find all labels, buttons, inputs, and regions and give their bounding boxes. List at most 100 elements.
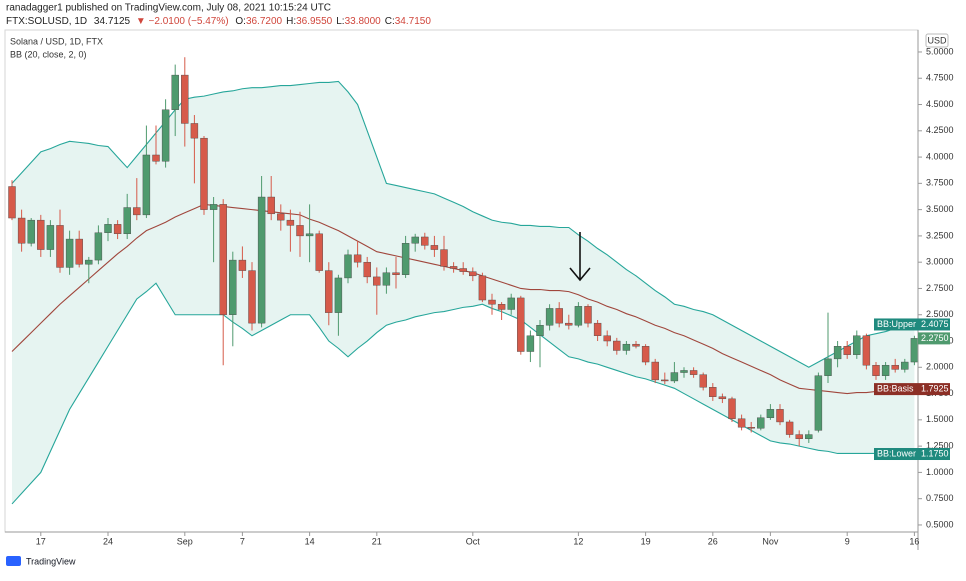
x-tick-label: 9 [845, 536, 850, 546]
footer-logo[interactable]: TradingView [6, 556, 76, 566]
y-tick-label: 4.2500 [926, 125, 954, 135]
annotation-arrow [569, 232, 591, 282]
ohlc: O:36.7200 H:36.9550 L:33.8000 C:34.7150 [235, 16, 431, 27]
candle-body [613, 340, 621, 351]
candle-body [161, 109, 170, 162]
candle-body [248, 270, 256, 324]
y-tick-label: 4.0000 [926, 151, 954, 161]
price-change: ▼ −2.0100 (−5.47%) [136, 16, 229, 27]
candle-body [17, 217, 26, 244]
candle-body [325, 270, 333, 313]
tag-name: BB:Upper [877, 319, 916, 329]
candle-body [641, 346, 650, 363]
candle-body [651, 361, 659, 381]
y-tick-label: 1.5000 [926, 414, 954, 424]
x-tick-label: 17 [36, 536, 46, 546]
candle-body [37, 219, 45, 250]
y-tick-label: 4.5000 [926, 99, 954, 109]
series-tag [918, 383, 950, 396]
x-tick-label: 26 [708, 536, 718, 546]
candle-body [382, 272, 391, 286]
y-tick-label: 0.7500 [926, 493, 954, 503]
candle-body [632, 343, 640, 347]
y-tick-label: 3.0000 [926, 257, 954, 267]
candle-body [757, 417, 765, 429]
candle-body [392, 272, 400, 275]
y-tick-label: 5.0000 [926, 46, 954, 56]
candle-body [526, 335, 535, 352]
x-tick-label: 12 [573, 536, 583, 546]
candle-body [469, 271, 477, 277]
x-tick-label: 7 [240, 536, 245, 546]
series-tag [918, 448, 950, 461]
candle-body [478, 275, 487, 301]
y-tick-label: 3.7500 [926, 178, 954, 188]
x-tick-label: 21 [372, 536, 382, 546]
ohlc-value: 34.7150 [395, 16, 432, 27]
candle-body [584, 306, 592, 324]
candle-body [853, 335, 861, 355]
candle-body [574, 306, 583, 326]
candle-body [555, 308, 563, 324]
candle-body [824, 358, 832, 376]
ohlc-value: 33.8000 [345, 16, 382, 27]
candle-body [622, 343, 631, 351]
candle-body [593, 322, 602, 336]
arrow-head [569, 267, 591, 282]
tag-name: BB:Lower [877, 448, 916, 458]
candle-body [344, 254, 352, 279]
series-tag [918, 318, 950, 331]
footer-brand[interactable]: TradingView [26, 556, 76, 566]
last-price: 34.7125 [94, 16, 131, 27]
logo-mark [6, 556, 21, 566]
currency: USD [927, 35, 947, 45]
candle-body [8, 186, 16, 219]
tag-name-box [874, 448, 918, 461]
candle-body [891, 364, 899, 370]
candle-body [229, 259, 237, 315]
y-tick-label: 2.0000 [926, 362, 954, 372]
candle-body [94, 232, 103, 261]
publisher-line: ranadagger1 published on TradingView.com… [6, 3, 331, 14]
candle-body [901, 361, 909, 370]
candle-body [497, 304, 506, 310]
y-tick-label: 3.5000 [926, 204, 954, 214]
candle-body [536, 325, 544, 336]
candle-body [75, 238, 83, 265]
chart-title: Solana / USD, 1D, FTX [10, 36, 103, 46]
candle-body [363, 261, 371, 278]
candle-body [881, 364, 890, 376]
ohlc-key: L: [336, 16, 344, 27]
candle-body [814, 375, 823, 431]
y-tick-label: 4.7500 [926, 73, 954, 83]
symbol-line: FTX:SOLUSD, 1D 34.7125 ▼ −2.0100 (−5.47%… [6, 16, 431, 27]
candle-body [747, 427, 755, 429]
candle-body [872, 364, 880, 376]
candle-body [315, 233, 323, 271]
candle-body [507, 297, 515, 310]
candle-body [661, 379, 669, 382]
candle-body [85, 259, 93, 265]
x-tick-label: 19 [641, 536, 651, 546]
candle-body [421, 236, 429, 246]
candle-body [267, 196, 275, 215]
candle-body [565, 322, 573, 326]
candle-body [142, 154, 151, 216]
y-tick-label: 1.2500 [926, 441, 954, 451]
candle-body [219, 204, 227, 315]
candle-body [334, 277, 343, 313]
series-tag-label: 2.4075 [921, 319, 949, 329]
candle-body [133, 207, 141, 216]
close-tag-label: 2.2750 [921, 333, 949, 343]
candle-body [353, 254, 362, 263]
series-tag-label: 1.7925 [921, 383, 949, 393]
candle-body [200, 137, 208, 210]
x-tick-label: Nov [762, 536, 779, 546]
tag-name-box [874, 318, 918, 331]
candle-body [181, 74, 189, 124]
candle-body [862, 335, 871, 366]
candle-body [843, 346, 851, 355]
candle-body [152, 154, 160, 162]
x-tick-label: 16 [909, 536, 919, 546]
band-line [11, 282, 915, 505]
